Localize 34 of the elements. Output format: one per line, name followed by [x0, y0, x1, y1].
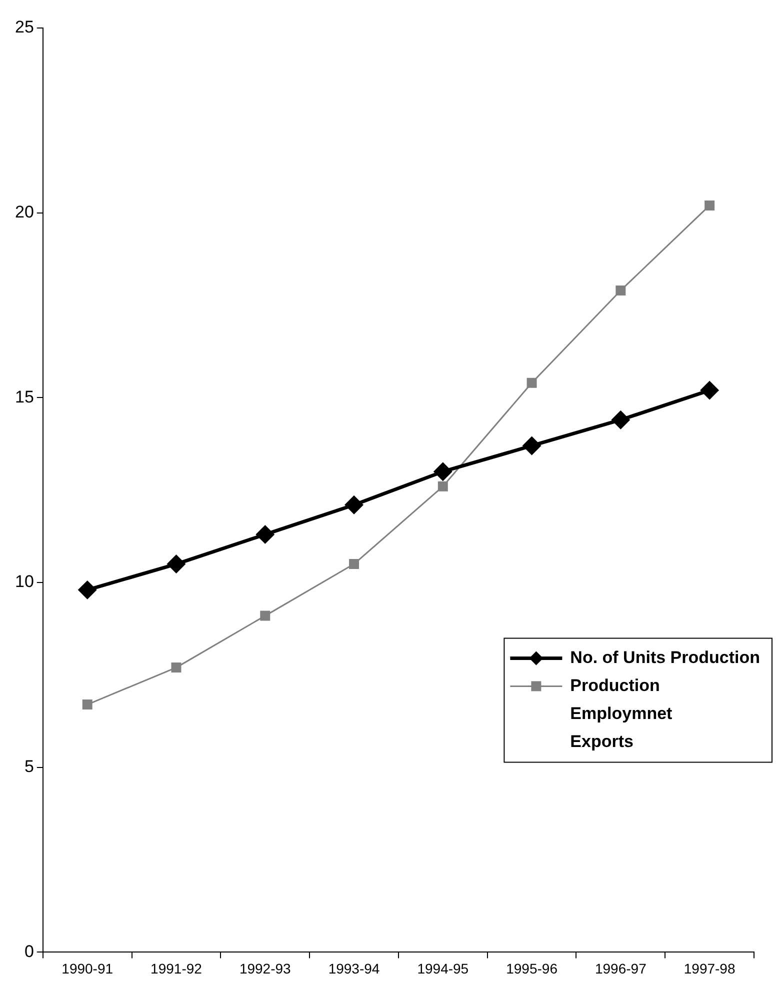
point — [78, 581, 96, 599]
point — [256, 526, 274, 544]
x-tick-label: 1994-95 — [417, 960, 469, 976]
legend-label: Production — [570, 676, 660, 695]
point — [526, 378, 537, 388]
y-tick-label: 25 — [14, 18, 34, 37]
point — [616, 285, 626, 296]
point — [349, 559, 360, 570]
point — [523, 436, 541, 454]
x-tick-label: 1996-97 — [594, 960, 647, 976]
y-tick-label: 10 — [14, 572, 34, 592]
text: Employmnet — [570, 704, 673, 723]
point — [82, 700, 92, 710]
y-tick-label: 5 — [24, 757, 34, 776]
point — [438, 481, 448, 492]
y-tick-label: 15 — [14, 387, 34, 406]
x-tick-label: 1992-93 — [239, 960, 292, 976]
x-tick-label: 1990-91 — [62, 960, 114, 976]
text: Exports — [570, 732, 634, 751]
x-tick-label: 1993-94 — [328, 960, 380, 976]
point — [612, 411, 630, 429]
x-tick-label: 1995-96 — [506, 960, 558, 976]
point — [260, 610, 270, 621]
point — [171, 662, 182, 673]
point — [434, 462, 452, 480]
point — [700, 382, 718, 400]
point — [345, 496, 363, 514]
point — [704, 200, 715, 210]
point — [167, 555, 185, 573]
legend-label: No. of Units Production — [570, 648, 760, 667]
x-tick-label: 1991-92 — [150, 960, 202, 976]
y-tick-label: 20 — [14, 202, 34, 222]
y-tick-label: 0 — [24, 942, 34, 961]
x-tick-label: 1997-98 — [684, 960, 736, 976]
